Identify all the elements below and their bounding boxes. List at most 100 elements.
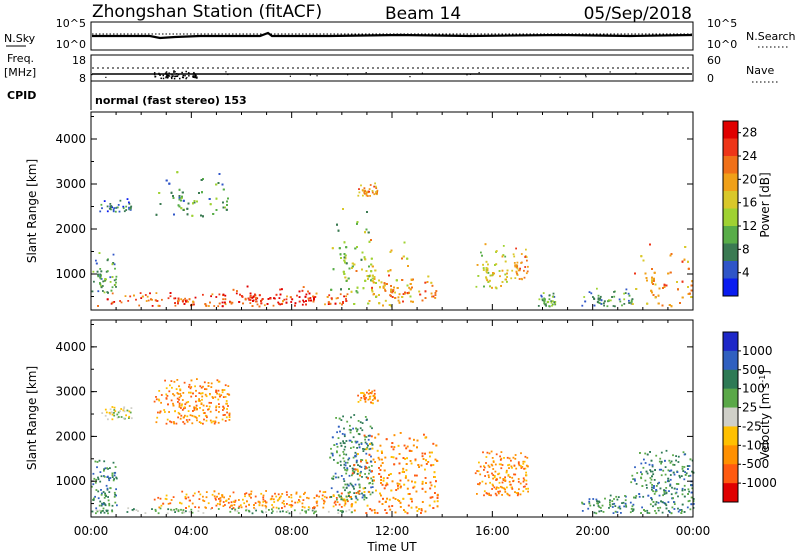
range-gate-cell bbox=[584, 300, 587, 303]
range-gate-cell bbox=[226, 411, 228, 414]
range-gate-cell bbox=[335, 476, 337, 479]
range-gate-cell bbox=[191, 214, 194, 217]
range-gate-cell bbox=[113, 409, 116, 411]
range-gate-cell bbox=[516, 267, 519, 270]
range-gate-cell bbox=[370, 486, 372, 489]
range-gate-cell bbox=[649, 469, 652, 471]
range-gate-cell bbox=[260, 300, 262, 302]
range-gate-cell bbox=[376, 189, 379, 192]
range-gate-cell bbox=[630, 302, 633, 305]
range-gate-cell bbox=[596, 502, 599, 505]
range-gate-cell bbox=[348, 495, 350, 497]
range-gate-cell bbox=[365, 452, 368, 455]
range-gate-cell bbox=[180, 508, 182, 511]
range-gate-cell bbox=[186, 420, 189, 423]
range-gate-cell bbox=[196, 200, 198, 203]
range-gate-cell bbox=[227, 501, 230, 504]
colorbar-swatch bbox=[723, 350, 738, 371]
range-gate-cell bbox=[684, 471, 686, 473]
range-gate-cell bbox=[363, 448, 366, 451]
range-gate-cell bbox=[415, 490, 418, 493]
range-gate-cell bbox=[315, 494, 318, 497]
nave-dot bbox=[166, 77, 169, 79]
range-gate-cell bbox=[673, 503, 676, 505]
range-gate-cell bbox=[222, 293, 225, 296]
cpid-mode-text: normal (fast stereo) 153 bbox=[95, 94, 247, 107]
range-gate-cell bbox=[185, 419, 188, 421]
range-gate-cell bbox=[490, 450, 493, 453]
range-gate-cell bbox=[291, 504, 294, 507]
range-gate-cell bbox=[298, 300, 301, 303]
range-gate-cell bbox=[283, 503, 285, 505]
range-gate-cell bbox=[420, 509, 423, 512]
range-gate-cell bbox=[109, 467, 111, 469]
range-gate-cell bbox=[194, 385, 196, 388]
range-gate-cell bbox=[102, 290, 104, 292]
range-gate-cell bbox=[189, 391, 192, 394]
range-gate-cell bbox=[370, 435, 373, 438]
range-gate-cell bbox=[510, 486, 513, 489]
range-gate-cell bbox=[264, 500, 267, 502]
velocity-y-axis-label: Slant Range [km] bbox=[25, 366, 39, 470]
range-gate-cell bbox=[205, 496, 208, 499]
range-gate-cell bbox=[351, 485, 354, 487]
range-gate-cell bbox=[108, 477, 110, 480]
range-gate-cell bbox=[215, 498, 217, 501]
range-gate-cell bbox=[603, 300, 606, 303]
range-gate-cell bbox=[364, 435, 366, 438]
range-gate-cell bbox=[608, 507, 610, 509]
range-gate-cell bbox=[224, 303, 227, 306]
range-gate-cell bbox=[351, 265, 354, 268]
range-gate-cell bbox=[108, 479, 111, 482]
range-gate-cell bbox=[99, 284, 102, 287]
nave-dot bbox=[153, 72, 156, 74]
range-gate-cell bbox=[336, 451, 338, 454]
range-gate-cell bbox=[651, 464, 654, 467]
range-gate-cell bbox=[487, 281, 490, 283]
nave-dot bbox=[182, 76, 185, 79]
range-gate-cell bbox=[345, 469, 348, 472]
range-gate-cell bbox=[381, 452, 383, 454]
range-gate-cell bbox=[374, 511, 376, 514]
range-gate-cell bbox=[499, 275, 501, 278]
range-gate-cell bbox=[517, 478, 520, 480]
range-gate-cell bbox=[593, 504, 595, 507]
range-gate-cell bbox=[172, 393, 174, 395]
range-gate-cell bbox=[645, 484, 648, 486]
range-gate-cell bbox=[271, 504, 273, 506]
range-gate-cell bbox=[625, 504, 627, 507]
range-gate-cell bbox=[485, 462, 487, 464]
range-gate-cell bbox=[323, 495, 326, 498]
range-gate-cell bbox=[623, 303, 626, 305]
range-gate-cell bbox=[265, 507, 267, 510]
range-gate-cell bbox=[313, 512, 315, 515]
range-gate-cell bbox=[609, 501, 611, 504]
range-gate-cell bbox=[667, 477, 670, 480]
range-gate-cell bbox=[333, 501, 336, 504]
range-gate-cell bbox=[497, 473, 499, 476]
range-gate-cell bbox=[111, 301, 114, 304]
range-gate-cell bbox=[600, 303, 603, 305]
range-gate-cell bbox=[202, 215, 204, 218]
range-gate-cell bbox=[177, 297, 180, 300]
range-gate-cell bbox=[358, 486, 361, 489]
range-gate-cell bbox=[99, 282, 101, 284]
range-gate-cell bbox=[177, 299, 180, 302]
range-gate-cell bbox=[200, 402, 203, 405]
range-gate-cell bbox=[583, 503, 586, 505]
range-gate-cell bbox=[215, 406, 217, 409]
range-gate-cell bbox=[491, 488, 493, 490]
range-gate-cell bbox=[662, 469, 665, 472]
nave-dot bbox=[635, 72, 637, 74]
range-gate-cell bbox=[263, 304, 266, 307]
range-gate-cell bbox=[540, 295, 543, 298]
range-gate-cell bbox=[266, 303, 269, 305]
range-gate-cell bbox=[677, 288, 679, 291]
range-gate-cell bbox=[550, 300, 553, 303]
range-gate-cell bbox=[244, 298, 247, 301]
range-gate-cell bbox=[279, 288, 282, 291]
range-gate-cell bbox=[100, 475, 103, 478]
range-gate-cell bbox=[680, 512, 683, 514]
range-gate-cell bbox=[527, 265, 529, 268]
range-gate-cell bbox=[191, 422, 194, 425]
